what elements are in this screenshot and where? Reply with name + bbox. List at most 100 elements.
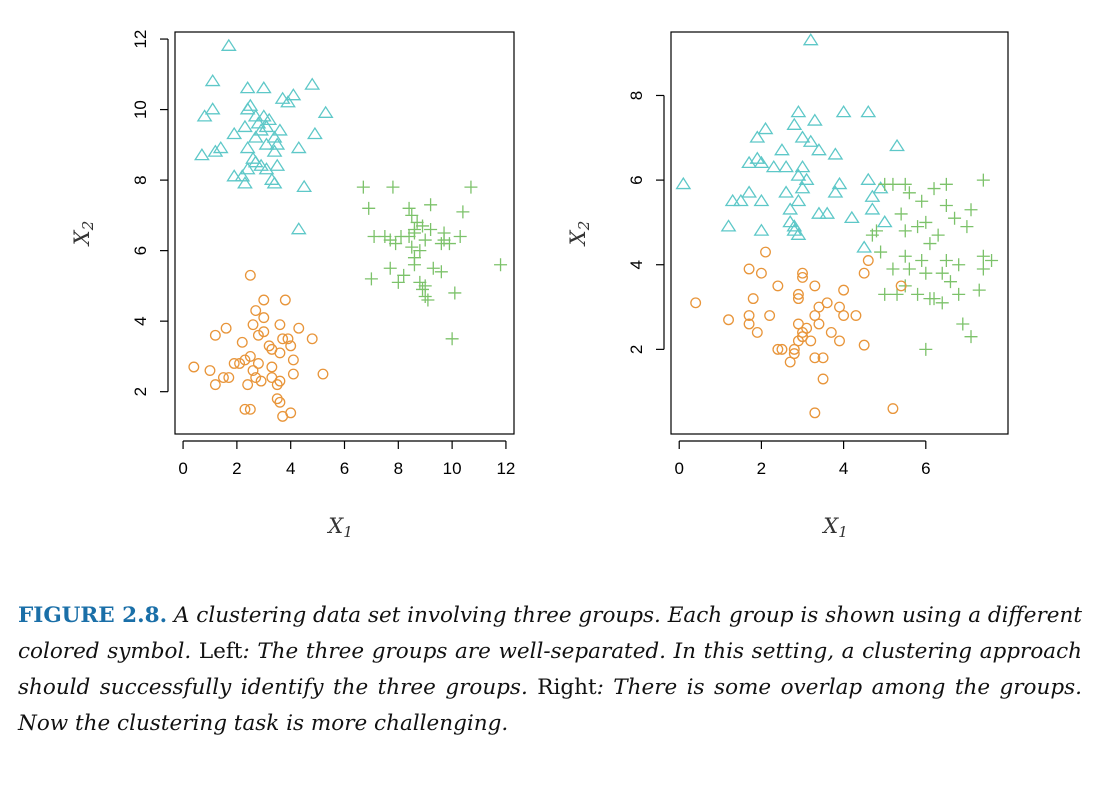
circle-point — [247, 365, 259, 376]
plus-point — [919, 215, 933, 229]
y-axis-title: X2 — [566, 221, 593, 248]
circle-point — [747, 293, 759, 305]
circle-point — [204, 365, 216, 376]
plus-point — [960, 220, 974, 234]
plus-point — [952, 258, 966, 272]
circle-point — [792, 293, 804, 305]
plus-point — [362, 201, 376, 215]
plus-point — [426, 261, 440, 275]
circle-point — [258, 326, 270, 338]
circle-point — [838, 310, 850, 321]
y-axis-title-subscript: 2 — [575, 221, 593, 232]
y-tick-label: 2 — [131, 387, 150, 396]
triangle-point — [757, 121, 774, 135]
x-tick-label: 4 — [839, 459, 848, 478]
plus-point — [948, 211, 962, 225]
plus-point — [878, 287, 892, 301]
plus-point — [911, 220, 925, 234]
circle-point — [743, 263, 755, 275]
plus-point — [416, 282, 430, 296]
triangle-point — [290, 222, 307, 235]
triangle-point — [237, 119, 253, 133]
circle-point — [236, 336, 248, 348]
triangle-point — [253, 123, 269, 136]
circle-point — [723, 314, 734, 326]
triangle-point — [239, 140, 256, 154]
x-axis-title-subscript: 1 — [343, 523, 353, 541]
series-circle — [188, 269, 329, 422]
plus-point — [407, 226, 421, 240]
plus-point — [434, 237, 448, 251]
triangle-point — [843, 210, 860, 224]
plus-point — [413, 275, 427, 289]
triangle-point — [860, 172, 877, 185]
triangle-point — [204, 73, 221, 87]
y-tick-label: 8 — [131, 175, 150, 184]
plus-point — [421, 293, 435, 307]
circle-point — [287, 368, 299, 380]
triangle-point — [864, 202, 881, 215]
plus-point — [402, 230, 416, 244]
triangle-point — [258, 137, 275, 150]
plus-point — [898, 224, 912, 238]
triangle-point — [247, 130, 264, 143]
triangle-point — [753, 155, 770, 169]
plus-point — [405, 208, 419, 222]
plus-point — [869, 224, 883, 238]
triangle-point — [724, 193, 741, 207]
plus-point — [939, 177, 953, 191]
plus-point — [972, 283, 986, 297]
circle-point — [858, 339, 870, 351]
triangle-point — [266, 176, 283, 189]
plus-point — [911, 287, 925, 301]
plus-point — [898, 249, 912, 263]
plus-point — [416, 219, 430, 233]
plus-point — [976, 262, 990, 276]
x-axis-title-subscript: 1 — [838, 523, 848, 541]
circle-point — [797, 326, 808, 338]
triangle-point — [778, 185, 794, 198]
circle-point — [239, 403, 251, 415]
circle-point — [274, 375, 286, 387]
plus-point — [935, 296, 949, 310]
circle-point — [813, 318, 825, 330]
plus-point — [915, 254, 929, 268]
circle-point — [760, 246, 771, 258]
circle-point — [817, 373, 829, 385]
circle-point — [258, 294, 270, 306]
triangle-point — [741, 155, 757, 169]
y-tick-label: 4 — [131, 316, 150, 325]
circle-point — [317, 368, 329, 380]
triangle-point — [720, 219, 737, 232]
plus-point — [939, 198, 953, 212]
x-tick-label: 0 — [674, 459, 683, 478]
triangle-point — [239, 102, 256, 115]
triangle-point — [876, 215, 893, 228]
circle-point — [258, 312, 270, 324]
triangle-point — [196, 109, 213, 122]
triangle-point — [207, 144, 224, 157]
x-axis-title: X1 — [821, 514, 848, 541]
plot-frame — [670, 31, 1009, 435]
plus-point — [976, 249, 990, 263]
plus-point — [890, 287, 904, 301]
triangle-point — [253, 158, 269, 171]
plus-point — [464, 180, 478, 194]
circle-point — [825, 326, 837, 338]
circle-point — [809, 280, 821, 292]
circle-point — [252, 358, 264, 369]
triangle-point — [266, 144, 283, 157]
plus-point — [418, 233, 432, 247]
plus-point — [445, 332, 459, 346]
triangle-point — [778, 160, 794, 173]
circle-point — [293, 322, 305, 334]
triangle-point — [258, 119, 275, 133]
plus-point — [898, 279, 912, 293]
plus-point — [407, 258, 421, 272]
triangle-point — [269, 158, 286, 171]
triangle-point — [811, 206, 827, 219]
x-tick-label: 12 — [496, 459, 515, 478]
plus-point — [902, 186, 916, 200]
triangle-point — [794, 181, 811, 194]
triangle-point — [806, 113, 823, 126]
